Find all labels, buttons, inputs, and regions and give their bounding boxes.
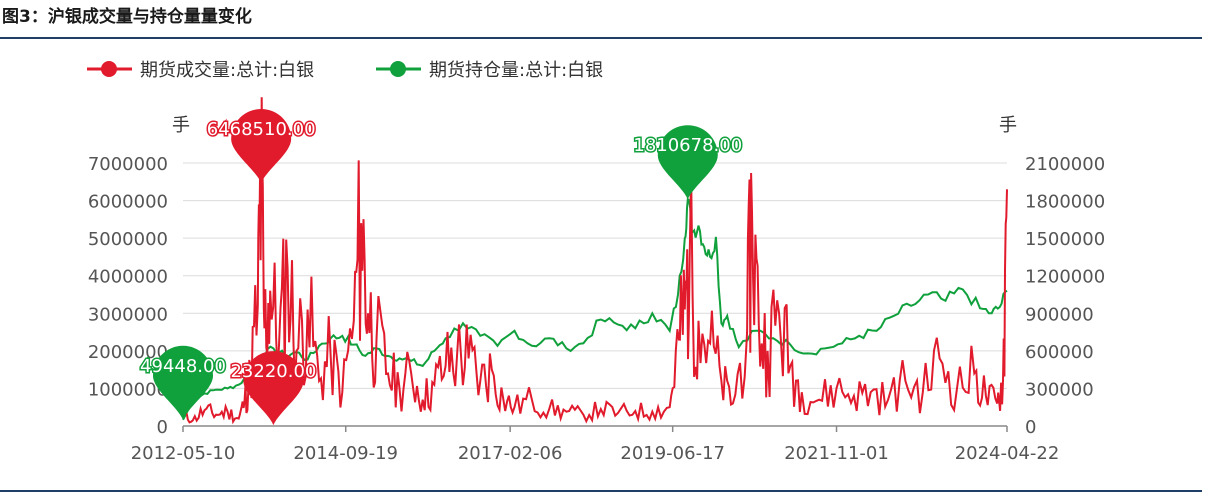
legend-label-open-interest: 期货持仓量:总计:白银 [429,60,603,81]
marker-pin [231,108,292,183]
x-tick-label: 2019-06-17 [620,443,725,464]
top-rule [0,37,1202,39]
grid [183,162,1007,389]
x-tick-label: 2024-04-22 [955,443,1060,464]
marker-min-open-interest[interactable]: 49448.00 [139,345,227,420]
left-tick-label: 6000000 [88,192,168,213]
legend: 期货成交量:总计:白银 期货持仓量:总计:白银 [87,60,603,81]
bottom-rule [0,490,1202,492]
x-axis: 2012-05-10 2014-09-19 2017-02-06 2019-06-17… [131,425,1060,464]
legend-label-volume: 期货成交量:总计:白银 [140,60,314,81]
right-axis: 0 300000 600000 900000 1200000 1500000 1800000… [1025,154,1105,438]
legend-dot-open-interest [390,61,406,77]
marker-max-open-interest[interactable]: 1810678.00 [632,125,744,200]
marker-pin [657,125,718,200]
figure-title: 图3：沪银成交量与持仓量量变化 [2,7,252,27]
right-axis-unit: 手 [999,115,1017,136]
right-tick-label: 600000 [1025,342,1094,363]
legend-item-open-interest[interactable]: 期货持仓量:总计:白银 [376,60,603,81]
x-tick-label: 2017-02-06 [458,443,563,464]
right-tick-label: 1500000 [1025,229,1105,250]
legend-item-volume[interactable]: 期货成交量:总计:白银 [87,60,314,81]
x-tick-label: 2012-05-10 [131,443,236,464]
right-tick-label: 900000 [1025,304,1094,325]
marker-max-volume[interactable]: 6468510.00 [205,108,317,183]
right-tick-label: 2100000 [1025,154,1105,175]
marker-label: 6468510.00 [207,119,316,140]
chart: 期货成交量:总计:白银 期货持仓量:总计:白银 手 手 0 1000000 2000… [87,60,1105,464]
x-tick-label: 2014-09-19 [293,443,398,464]
marker-pin [153,345,213,420]
marker-label: 23220.00 [230,361,316,382]
left-tick-label: 0 [157,417,168,438]
marker-label: 1810678.00 [633,135,742,156]
markers: 6468510.00 23220.00 1810678.00 49448.00 [139,108,744,426]
left-tick-label: 7000000 [88,154,168,175]
marker-min-volume[interactable]: 23220.00 [229,351,318,426]
right-tick-label: 300000 [1025,379,1094,400]
left-tick-label: 5000000 [88,229,168,250]
x-tick-label: 2021-11-01 [784,443,889,464]
legend-dot-volume [101,61,117,77]
left-tick-label: 4000000 [88,267,168,288]
left-axis: 0 1000000 2000000 3000000 4000000 5000000 6000… [88,154,168,438]
left-tick-label: 3000000 [88,304,168,325]
left-tick-label: 1000000 [88,379,168,400]
marker-pin [243,351,304,426]
right-tick-label: 1200000 [1025,267,1105,288]
left-axis-unit: 手 [172,115,190,136]
left-tick-label: 2000000 [88,342,168,363]
right-tick-label: 1800000 [1025,192,1105,213]
marker-label: 49448.00 [140,356,226,377]
right-tick-label: 0 [1025,417,1036,438]
